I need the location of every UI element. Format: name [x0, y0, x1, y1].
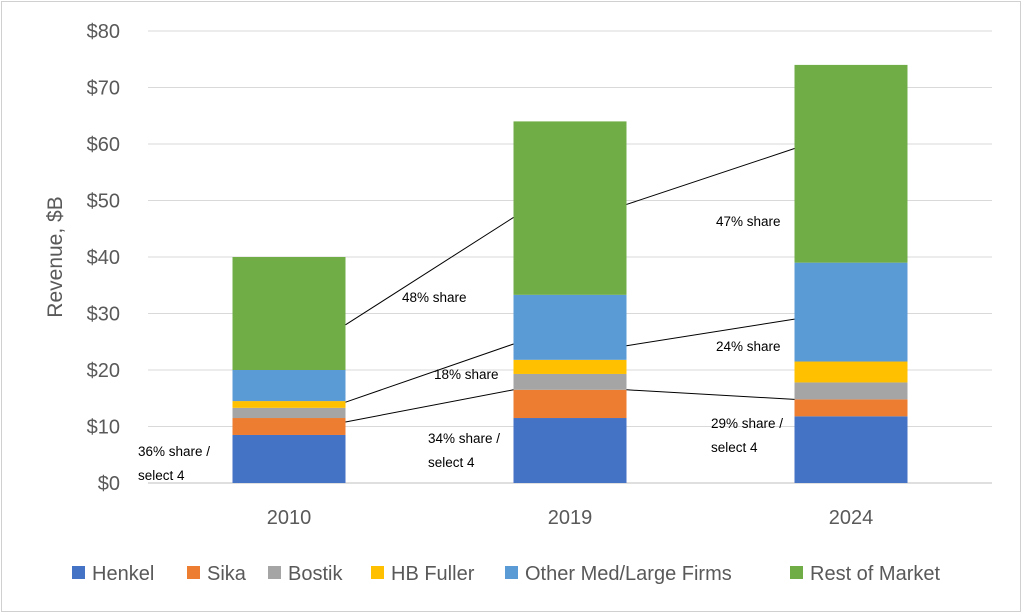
legend-item: HB Fuller [371, 563, 475, 585]
y-tick-label: $20 [87, 360, 120, 382]
connector-line [626, 318, 795, 347]
legend-swatch [371, 566, 384, 579]
x-category-label: 2019 [548, 507, 593, 529]
bar-segment [513, 373, 627, 390]
y-tick-label: $80 [87, 21, 120, 43]
annotation-text: 48% share [402, 290, 467, 305]
x-category-label: 2024 [829, 507, 874, 529]
legend-item: Sika [187, 563, 247, 585]
legend-swatch [187, 566, 200, 579]
annotation-text: 36% share / [138, 444, 210, 459]
bar-segment [232, 407, 346, 419]
y-tick-label: $50 [87, 191, 120, 213]
legend-label: Rest of Market [810, 563, 940, 585]
y-tick-label: $30 [87, 304, 120, 326]
x-axis-categories: 2010 2019 2024 [267, 507, 874, 529]
legend-label: Henkel [92, 563, 154, 585]
bar-segment [232, 418, 346, 435]
legend-swatch [505, 566, 518, 579]
y-tick-label: $0 [98, 473, 120, 495]
legend-label: Bostik [288, 563, 343, 585]
annotation-text: select 4 [428, 455, 475, 470]
bar-segment [794, 416, 908, 483]
legend-label: Sika [207, 563, 247, 585]
legend-label: Other Med/Large Firms [525, 563, 732, 585]
legend-item: Bostik [268, 563, 343, 585]
y-axis-label: Revenue, $B [44, 196, 67, 317]
annotation-text: select 4 [711, 440, 758, 455]
connector-line [345, 343, 514, 403]
bar-segment [794, 399, 908, 417]
bar-segment [513, 359, 627, 374]
annotation-text: 34% share / [428, 431, 500, 446]
annotation-text: 29% share / [711, 416, 783, 431]
legend-item: Henkel [72, 563, 154, 585]
bar-segment [232, 401, 346, 408]
y-tick-label: $40 [87, 247, 120, 269]
bar-segment [794, 361, 908, 383]
legend-swatch [268, 566, 281, 579]
legend-item: Other Med/Large Firms [505, 563, 732, 585]
legend-swatch [72, 566, 85, 579]
annotation-text: 18% share [434, 367, 499, 382]
legend-label: HB Fuller [391, 563, 475, 585]
connector-line [345, 389, 514, 423]
bar-segment [232, 434, 346, 483]
annotations: 48% share 47% share 18% share 24% share 36% … [138, 214, 783, 483]
annotation-text: select 4 [138, 468, 185, 483]
bar-segment [794, 382, 908, 400]
y-tick-label: $70 [87, 78, 120, 100]
bar-segment [513, 294, 627, 360]
y-axis-ticks: $0 $10 $20 $30 $40 $50 $60 $70 $80 [87, 21, 120, 495]
annotation-text: 24% share [716, 339, 781, 354]
bar-segment [794, 64, 908, 263]
bar-segment [513, 418, 627, 483]
y-tick-label: $10 [87, 417, 120, 439]
bar-segment [232, 257, 346, 370]
annotation-text: 47% share [716, 214, 781, 229]
connector-line [345, 217, 514, 326]
legend-swatch [790, 566, 803, 579]
bar-segment [794, 262, 908, 362]
bar-segment [513, 121, 627, 295]
bar-segment [232, 370, 346, 402]
connector-lines [345, 148, 795, 423]
connector-line [626, 389, 795, 400]
legend: Henkel Sika Bostik HB Fuller Other Med/Large… [72, 563, 940, 585]
y-tick-label: $60 [87, 134, 120, 156]
bar-segment [513, 389, 627, 419]
bars [232, 64, 908, 483]
legend-item: Rest of Market [790, 563, 940, 585]
connector-line [626, 148, 795, 205]
x-category-label: 2010 [267, 507, 312, 529]
